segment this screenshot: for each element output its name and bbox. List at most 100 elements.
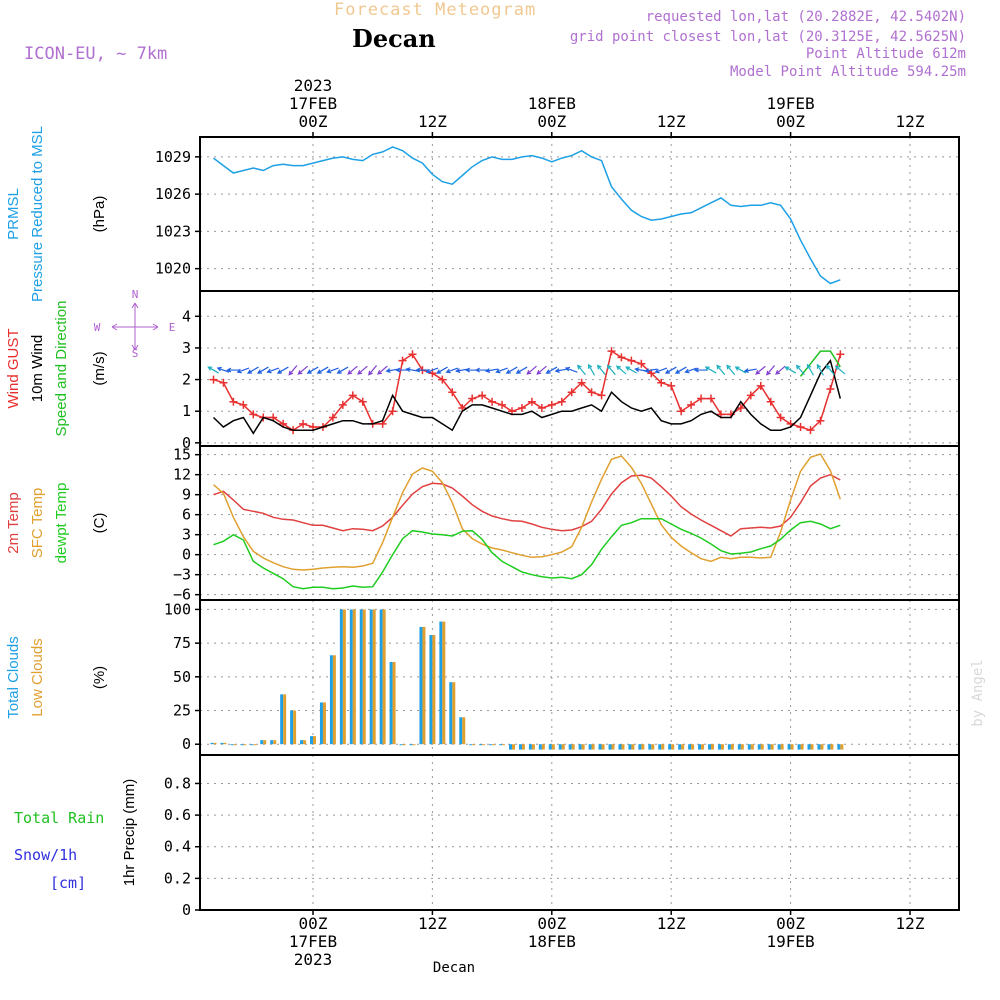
time-label-top: 00Z bbox=[776, 112, 805, 131]
wind-arrow bbox=[674, 366, 687, 374]
wind-arrow bbox=[766, 365, 776, 376]
y-tick-label: 0 bbox=[182, 546, 191, 564]
wind-arrow bbox=[784, 366, 797, 374]
total_clouds-bar bbox=[439, 621, 443, 745]
low_clouds-bar bbox=[541, 744, 545, 750]
low_clouds-bar bbox=[442, 621, 446, 745]
wind-arrow bbox=[734, 366, 747, 374]
wind-arrow bbox=[795, 364, 805, 376]
time-label-top: 12Z bbox=[657, 112, 686, 131]
total_clouds-bar bbox=[698, 744, 702, 750]
total_clouds-bar bbox=[429, 635, 433, 745]
total_clouds-bar bbox=[230, 744, 234, 746]
low_clouds-bar bbox=[362, 609, 366, 745]
low_clouds-bar bbox=[293, 710, 297, 745]
time-label-top: 00Z bbox=[537, 112, 566, 131]
wind-arrow bbox=[526, 365, 537, 375]
gust-marker bbox=[398, 356, 407, 365]
total_clouds-bar bbox=[319, 702, 323, 745]
wind-arrow bbox=[684, 367, 697, 374]
gust-marker bbox=[597, 391, 606, 400]
gust-marker bbox=[677, 407, 686, 416]
gust-marker bbox=[697, 394, 706, 403]
wind-arrow bbox=[716, 364, 726, 376]
low_clouds-bar bbox=[392, 662, 396, 745]
total_clouds-bar bbox=[379, 609, 383, 745]
wind-arrow bbox=[505, 366, 518, 374]
low_clouds-bar bbox=[322, 702, 326, 745]
wind-arrow bbox=[247, 366, 259, 374]
panel-label: Total Clouds bbox=[5, 636, 22, 719]
total_clouds-bar bbox=[807, 744, 811, 750]
gust-marker bbox=[338, 400, 347, 409]
gust-marker bbox=[637, 359, 646, 368]
gust-marker bbox=[209, 375, 218, 384]
gust-marker bbox=[657, 378, 666, 387]
low_clouds-bar bbox=[512, 744, 515, 750]
gust-marker bbox=[776, 413, 785, 422]
gust-marker bbox=[229, 397, 238, 406]
low_clouds-bar bbox=[820, 744, 824, 750]
time-label-bottom: 2023 bbox=[294, 950, 333, 969]
low_clouds-bar bbox=[253, 744, 257, 746]
gust-marker bbox=[607, 347, 616, 356]
panel-temp: −6 −3 0 3 6 9 12 15 2m Temp SFC Temp dewpt Temp (C) bbox=[5, 445, 960, 604]
y-tick-label: 1020 bbox=[155, 260, 191, 278]
wind-arrow bbox=[495, 367, 508, 374]
wind-arrow bbox=[536, 365, 547, 375]
low_clouds-bar bbox=[641, 744, 645, 750]
wind-arrow bbox=[256, 366, 269, 374]
gust-marker bbox=[806, 426, 815, 435]
total_clouds-bar bbox=[628, 744, 632, 750]
total_clouds-bar bbox=[638, 744, 642, 750]
model-point-altitude: Model Point Altitude 594.25m bbox=[729, 64, 966, 80]
gust-marker bbox=[388, 407, 397, 416]
panel-clouds: 0 25 50 75 100 Total Clouds Low Clouds (%) bbox=[5, 599, 960, 756]
total_clouds-bar bbox=[767, 744, 771, 750]
gust-marker bbox=[537, 404, 546, 413]
low_clouds-bar bbox=[780, 744, 784, 750]
time-label-bottom: 12Z bbox=[418, 914, 447, 933]
gust-marker bbox=[617, 353, 626, 362]
low_clouds-bar bbox=[402, 744, 406, 746]
low_clouds-bar bbox=[661, 744, 665, 750]
low_clouds-bar bbox=[342, 609, 346, 745]
total_clouds-bar bbox=[658, 744, 662, 750]
total_clouds-bar bbox=[668, 744, 672, 750]
gust-marker bbox=[348, 391, 357, 400]
low_clouds-bar bbox=[800, 744, 804, 750]
low_clouds-bar bbox=[740, 744, 744, 750]
total_clouds-bar bbox=[210, 742, 214, 745]
gust-marker bbox=[488, 397, 497, 406]
place-title: Decan bbox=[352, 24, 436, 53]
gust-marker bbox=[836, 350, 845, 359]
total_clouds-bar bbox=[329, 655, 333, 745]
low_clouds-bar bbox=[701, 744, 705, 750]
gust-marker bbox=[567, 388, 576, 397]
wind-arrow bbox=[825, 364, 835, 376]
gust-marker bbox=[328, 413, 337, 422]
panel-label: 10m Wind bbox=[29, 335, 46, 403]
panel-label: dewpt Temp bbox=[53, 483, 70, 564]
gust-marker bbox=[557, 397, 566, 406]
low_clouds-bar bbox=[313, 736, 316, 745]
gust-marker bbox=[587, 388, 596, 397]
total_clouds-bar bbox=[608, 744, 612, 750]
total_clouds-bar bbox=[708, 744, 711, 750]
gust-marker bbox=[239, 400, 248, 409]
panel-unit: (m/s) bbox=[91, 351, 108, 385]
total_clouds-bar bbox=[797, 744, 801, 750]
total_clouds-bar bbox=[678, 744, 682, 750]
panel-label: [cm] bbox=[50, 874, 86, 892]
wind-arrow bbox=[806, 363, 815, 376]
y-tick-label: 75 bbox=[173, 634, 191, 652]
gust-marker bbox=[687, 400, 696, 409]
panel-frame bbox=[199, 290, 960, 447]
total_clouds-bar bbox=[837, 744, 841, 750]
wind-arrow bbox=[704, 366, 717, 374]
y-tick-label: 25 bbox=[173, 702, 191, 720]
gust-marker bbox=[796, 423, 805, 432]
y-tick-label: 0.2 bbox=[164, 869, 191, 887]
gust-marker bbox=[408, 350, 417, 359]
low_clouds-bar bbox=[382, 609, 386, 745]
